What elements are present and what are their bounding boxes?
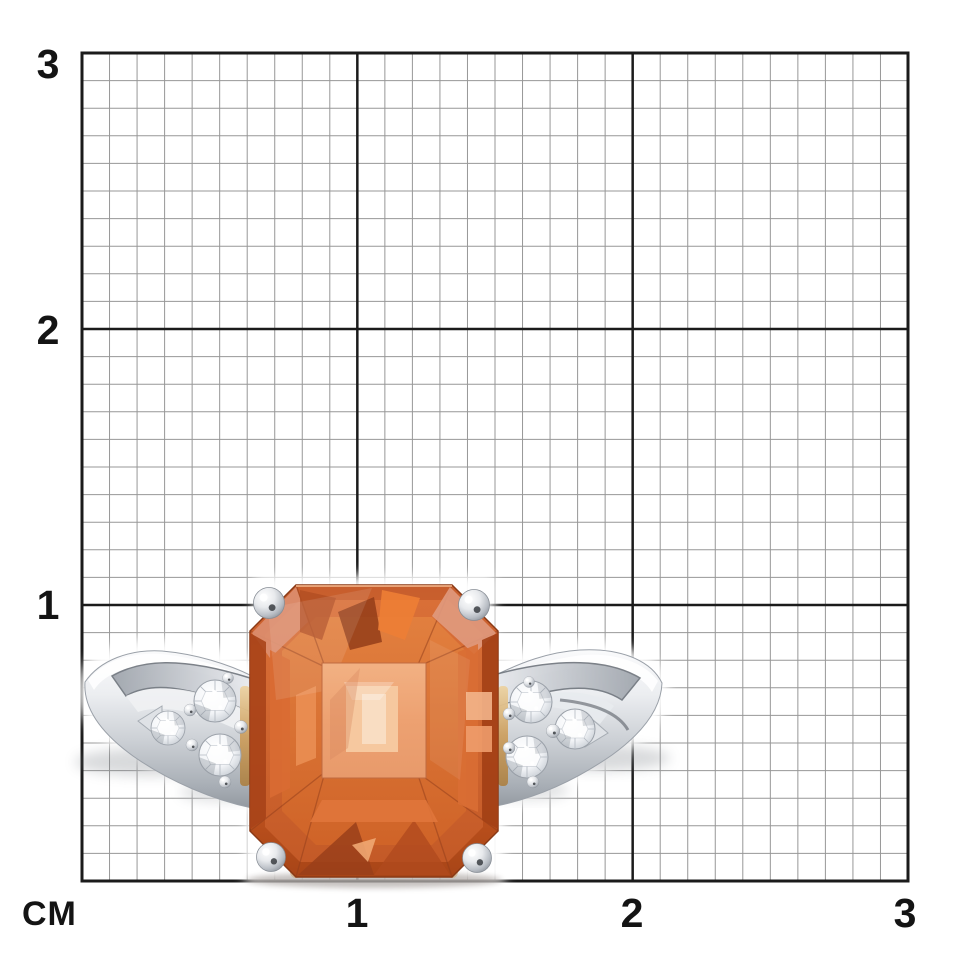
- side-diamond: [150, 710, 186, 746]
- side-diamond: [554, 708, 596, 750]
- unit-label-cm: CM: [22, 895, 77, 933]
- gem-table: [321, 662, 427, 779]
- prong-bead: [502, 741, 516, 755]
- band-rim-highlight-left: [88, 653, 248, 690]
- side-diamonds-left: [137, 672, 248, 789]
- prong-bead: [523, 676, 535, 688]
- prong-ball: [457, 588, 491, 622]
- side-diamonds-right: [502, 676, 609, 789]
- band-rim-highlight-right: [500, 654, 658, 692]
- prong-bead: [502, 707, 516, 721]
- gem-facets: [249, 584, 499, 878]
- band-hole-right-shadow: [559, 698, 630, 731]
- y-axis-label-1: 1: [36, 582, 60, 628]
- prong-ball: [252, 586, 286, 620]
- prong-ball: [255, 841, 287, 873]
- x-axis-label-1: 1: [345, 890, 369, 936]
- side-diamond: [198, 733, 242, 777]
- prong-bead: [218, 775, 232, 789]
- prong-ball: [461, 842, 493, 874]
- side-diamond: [505, 735, 549, 779]
- y-axis-label-2: 2: [36, 307, 60, 353]
- side-diamond: [193, 679, 237, 723]
- prong-bead: [185, 738, 199, 752]
- x-axis-label-2: 2: [620, 890, 644, 936]
- prong-bead: [183, 703, 197, 717]
- side-diamond: [509, 680, 553, 724]
- prong-bead: [222, 672, 234, 684]
- gemstone: [249, 584, 499, 878]
- y-axis-label-3: 3: [36, 41, 60, 87]
- ring-photo: [75, 575, 670, 888]
- prong-bead: [234, 720, 248, 734]
- prong-bead: [526, 775, 540, 789]
- x-axis-label-3: 3: [893, 890, 917, 936]
- prong-bead: [545, 723, 561, 739]
